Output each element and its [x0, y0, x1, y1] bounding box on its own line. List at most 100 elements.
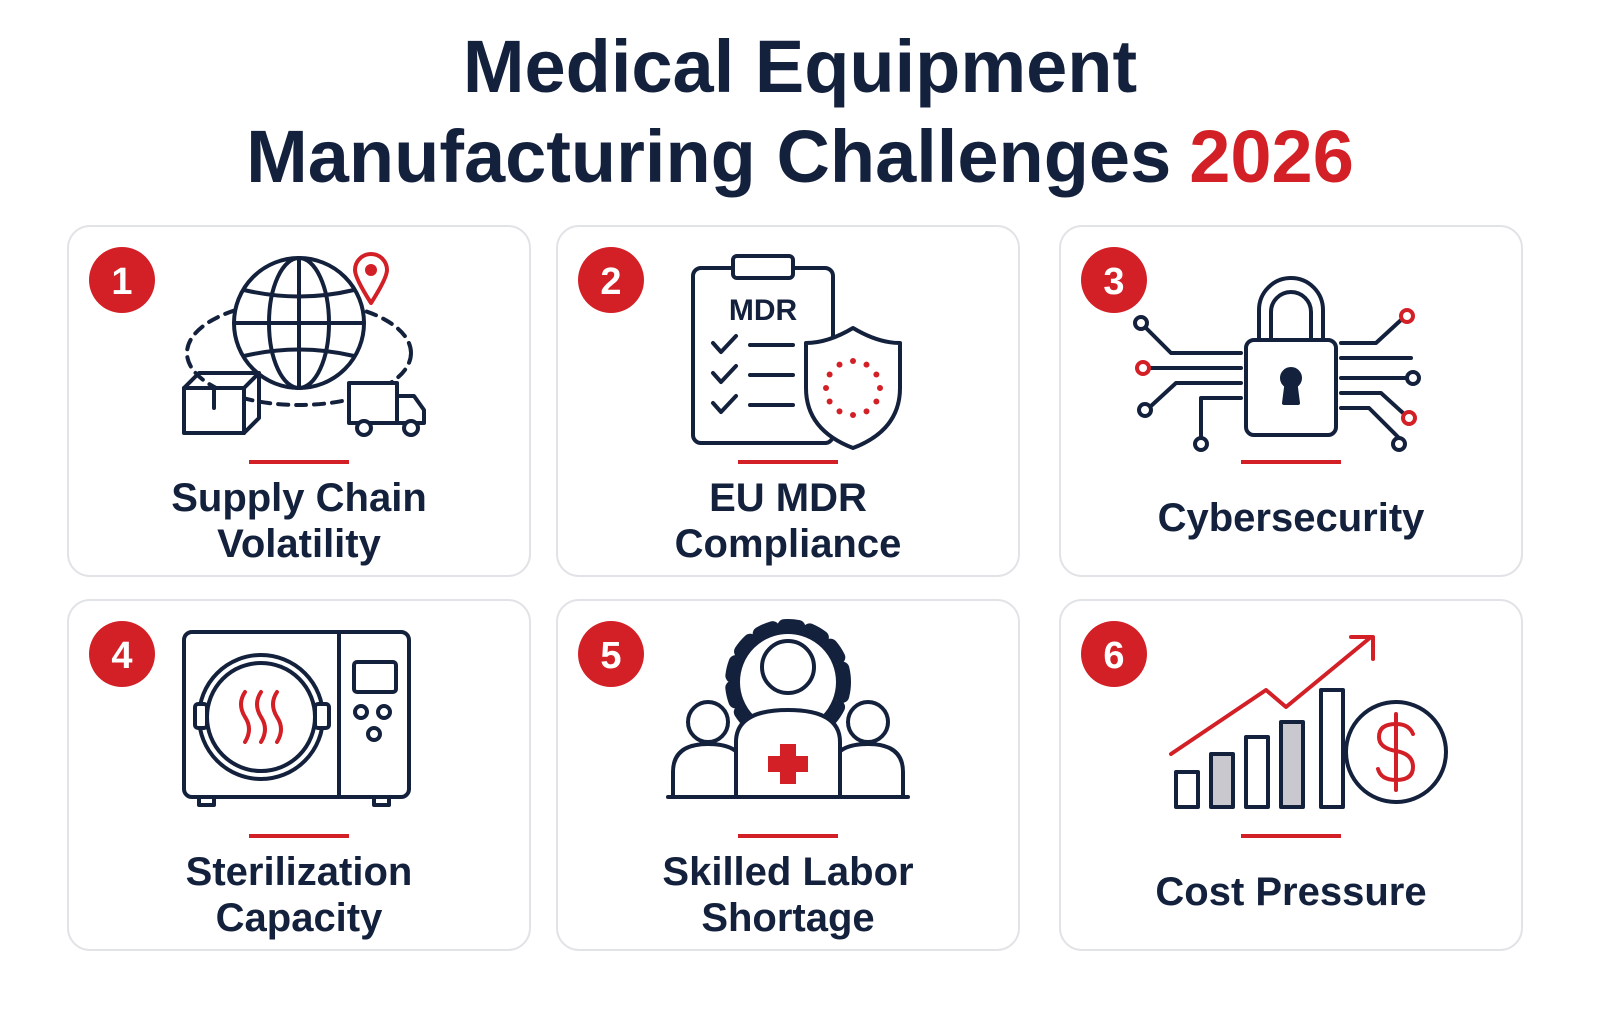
title-line-1: Medical Equipment: [463, 25, 1137, 108]
card-icon: MDR: [691, 254, 902, 450]
card-number: 4: [111, 635, 132, 677]
icon-shape: [1391, 436, 1407, 452]
icon-shape: [352, 660, 398, 694]
icon-shape: [376, 704, 392, 720]
star: [823, 385, 829, 391]
card-label: Supply Chain: [171, 476, 427, 520]
icon-shape: [1209, 752, 1235, 809]
icon-shape: [1169, 635, 1373, 756]
icon-shape: [353, 252, 389, 305]
icon-shape: [313, 702, 331, 730]
title-main: Manufacturing Challenges: [246, 115, 1171, 198]
icon-shape: [1399, 308, 1415, 324]
title-year: 2026: [1189, 115, 1354, 198]
icon-shape: [1376, 712, 1415, 792]
star: [863, 408, 870, 415]
icon-shape: [1137, 402, 1153, 418]
card-icon: [1133, 276, 1421, 452]
card-icon: [182, 252, 426, 437]
star: [850, 358, 856, 364]
icon-shape: [1257, 276, 1325, 342]
icon-shape: [1193, 436, 1209, 452]
icon-shape: [1279, 720, 1305, 809]
card-label: Cybersecurity: [1158, 496, 1426, 540]
card-label: Sterilization: [186, 850, 413, 894]
card-icon: [182, 630, 411, 807]
star: [850, 412, 856, 418]
star: [863, 361, 870, 368]
card-box: [556, 225, 1020, 577]
card-label: Cost Pressure: [1155, 870, 1426, 914]
card: 3 Cybersecurity: [1059, 225, 1523, 577]
icon-shape: [193, 702, 209, 730]
icon-shape: [365, 264, 377, 276]
icon-shape: [1339, 318, 1413, 440]
icon-shape: [768, 744, 808, 784]
card-number: 1: [111, 261, 132, 303]
icon-shape: [242, 347, 356, 358]
icon-shape: [1269, 290, 1313, 342]
icon-shape: [1244, 338, 1338, 437]
icon-shape: [846, 700, 890, 744]
star: [877, 385, 883, 391]
icon-shape: [197, 795, 391, 807]
card-label: Shortage: [701, 896, 874, 940]
card-number: 3: [1103, 261, 1124, 303]
icon-shape: [242, 288, 356, 299]
number-badge: [89, 247, 155, 313]
icon-shape: [1282, 378, 1300, 405]
icon-shape: [1135, 360, 1151, 376]
number-badge: [1081, 621, 1147, 687]
icon-shape: [366, 726, 382, 742]
icon-shape: [347, 381, 399, 425]
icon-shape: [1405, 370, 1421, 386]
card: 6 Cost Pressure: [1059, 599, 1523, 951]
star: [826, 371, 833, 378]
title-line-2: Manufacturing Challenges 2026: [246, 115, 1354, 198]
star: [836, 361, 843, 368]
card-label: Compliance: [675, 522, 902, 566]
star: [836, 408, 843, 415]
icon-shape: [1349, 635, 1375, 661]
icon-shape: [1133, 315, 1149, 331]
icon-shape: [182, 371, 261, 435]
card-number: 5: [600, 635, 621, 677]
icon-shape: [1244, 735, 1270, 809]
icon-shape: [182, 630, 411, 799]
card-label: Volatility: [217, 522, 381, 566]
card-box: [67, 225, 531, 577]
number-badge: [578, 621, 644, 687]
card-icon: [666, 619, 910, 799]
icon-shape: [239, 690, 283, 744]
star: [873, 371, 880, 378]
card-label: Capacity: [216, 896, 383, 940]
card-number: 2: [600, 261, 621, 303]
icon-shape: [1319, 688, 1345, 809]
icon-label: MDR: [729, 294, 798, 327]
number-badge: [1081, 247, 1147, 313]
card-label: EU MDR: [709, 476, 867, 520]
star: [873, 398, 880, 405]
number-badge: [578, 247, 644, 313]
icon-shape: [760, 639, 816, 695]
icon-shape: [804, 326, 902, 450]
icon-shape: [353, 704, 369, 720]
card-icon: [1169, 635, 1448, 809]
icon-shape: [1401, 410, 1417, 426]
icon-shape: [711, 334, 738, 414]
icon-shape: [686, 700, 730, 744]
icon-shape: [823, 358, 883, 418]
icon-shape: [1174, 770, 1200, 809]
icon-shape: [1144, 326, 1243, 440]
icon-shape: [402, 419, 420, 437]
card-label: Skilled Labor: [662, 850, 913, 894]
number-badge: [89, 621, 155, 687]
card-number: 6: [1103, 635, 1124, 677]
